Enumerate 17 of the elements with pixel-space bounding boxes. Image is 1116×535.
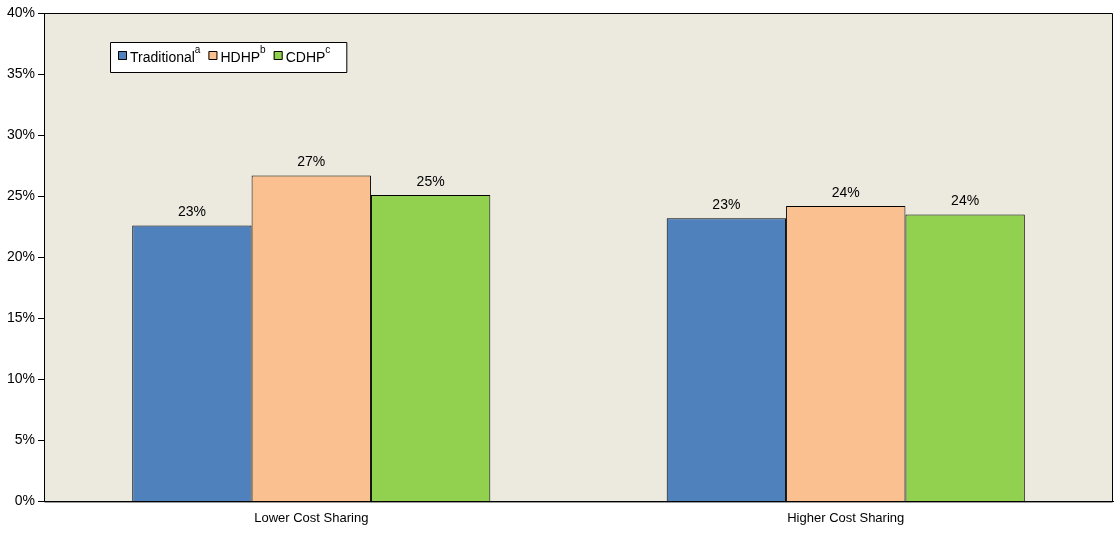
data-label: 25% [416, 172, 445, 189]
x-tick-label: Lower Cost Sharing [254, 509, 369, 525]
y-tick-label: 5% [14, 431, 36, 448]
data-label: 24% [831, 183, 860, 200]
data-label: 27% [297, 153, 326, 170]
y-tick-label: 20% [6, 248, 36, 265]
y-tick-label: 35% [6, 64, 36, 81]
y-tick-label: 40% [6, 3, 36, 20]
y-tick-label: 0% [14, 492, 36, 509]
data-label: 23% [177, 203, 206, 220]
y-tick-label: 30% [6, 125, 36, 142]
y-tick-label: 15% [6, 309, 36, 326]
data-label: 23% [712, 195, 741, 212]
y-tick-label: 25% [6, 187, 36, 204]
x-tick-label: Higher Cost Sharing [787, 509, 905, 525]
data-label: 24% [951, 192, 980, 209]
y-tick-label: 10% [6, 370, 36, 387]
